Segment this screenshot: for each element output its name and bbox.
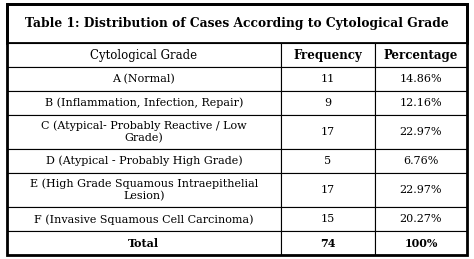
- Text: 9: 9: [324, 98, 331, 108]
- Text: Total: Total: [128, 238, 159, 249]
- Text: Cytological Grade: Cytological Grade: [91, 49, 198, 62]
- Text: 17: 17: [321, 185, 335, 195]
- Text: Percentage: Percentage: [384, 49, 458, 62]
- Bar: [375, 207, 467, 231]
- Bar: [7, 115, 281, 149]
- Bar: [7, 231, 281, 255]
- Bar: [375, 91, 467, 115]
- Text: 6.76%: 6.76%: [403, 156, 438, 166]
- Text: 11: 11: [321, 74, 335, 84]
- Text: 15: 15: [321, 214, 335, 224]
- Bar: [7, 67, 281, 91]
- Bar: [7, 43, 281, 67]
- Bar: [281, 149, 375, 173]
- Text: B (Inflammation, Infection, Repair): B (Inflammation, Infection, Repair): [45, 98, 243, 108]
- Text: 14.86%: 14.86%: [400, 74, 442, 84]
- Bar: [7, 91, 281, 115]
- Text: C (Atypical- Probably Reactive / Low
Grade): C (Atypical- Probably Reactive / Low Gra…: [41, 120, 246, 143]
- Bar: [375, 231, 467, 255]
- Bar: [281, 173, 375, 207]
- Text: Table 1: Distribution of Cases According to Cytological Grade: Table 1: Distribution of Cases According…: [25, 17, 449, 30]
- Text: 5: 5: [324, 156, 331, 166]
- Bar: [281, 43, 375, 67]
- Bar: [7, 149, 281, 173]
- Text: F (Invasive Squamous Cell Carcinoma): F (Invasive Squamous Cell Carcinoma): [34, 214, 254, 225]
- Bar: [281, 231, 375, 255]
- Text: E (High Grade Squamous Intraepithelial
Lesion): E (High Grade Squamous Intraepithelial L…: [30, 179, 258, 202]
- Text: 17: 17: [321, 127, 335, 137]
- Bar: [375, 67, 467, 91]
- Text: 12.16%: 12.16%: [400, 98, 442, 108]
- Text: 20.27%: 20.27%: [400, 214, 442, 224]
- Text: D (Atypical - Probably High Grade): D (Atypical - Probably High Grade): [46, 156, 242, 166]
- Bar: [375, 149, 467, 173]
- Text: 22.97%: 22.97%: [400, 185, 442, 195]
- Text: Frequency: Frequency: [293, 49, 362, 62]
- Bar: [375, 173, 467, 207]
- Text: A (Normal): A (Normal): [112, 74, 175, 84]
- Bar: [375, 43, 467, 67]
- Bar: [7, 207, 281, 231]
- Bar: [7, 4, 467, 43]
- Bar: [281, 67, 375, 91]
- Bar: [281, 91, 375, 115]
- Bar: [281, 207, 375, 231]
- Text: 22.97%: 22.97%: [400, 127, 442, 137]
- Bar: [281, 115, 375, 149]
- Bar: [7, 173, 281, 207]
- Text: 74: 74: [320, 238, 336, 249]
- Text: 100%: 100%: [404, 238, 438, 249]
- Bar: [375, 115, 467, 149]
